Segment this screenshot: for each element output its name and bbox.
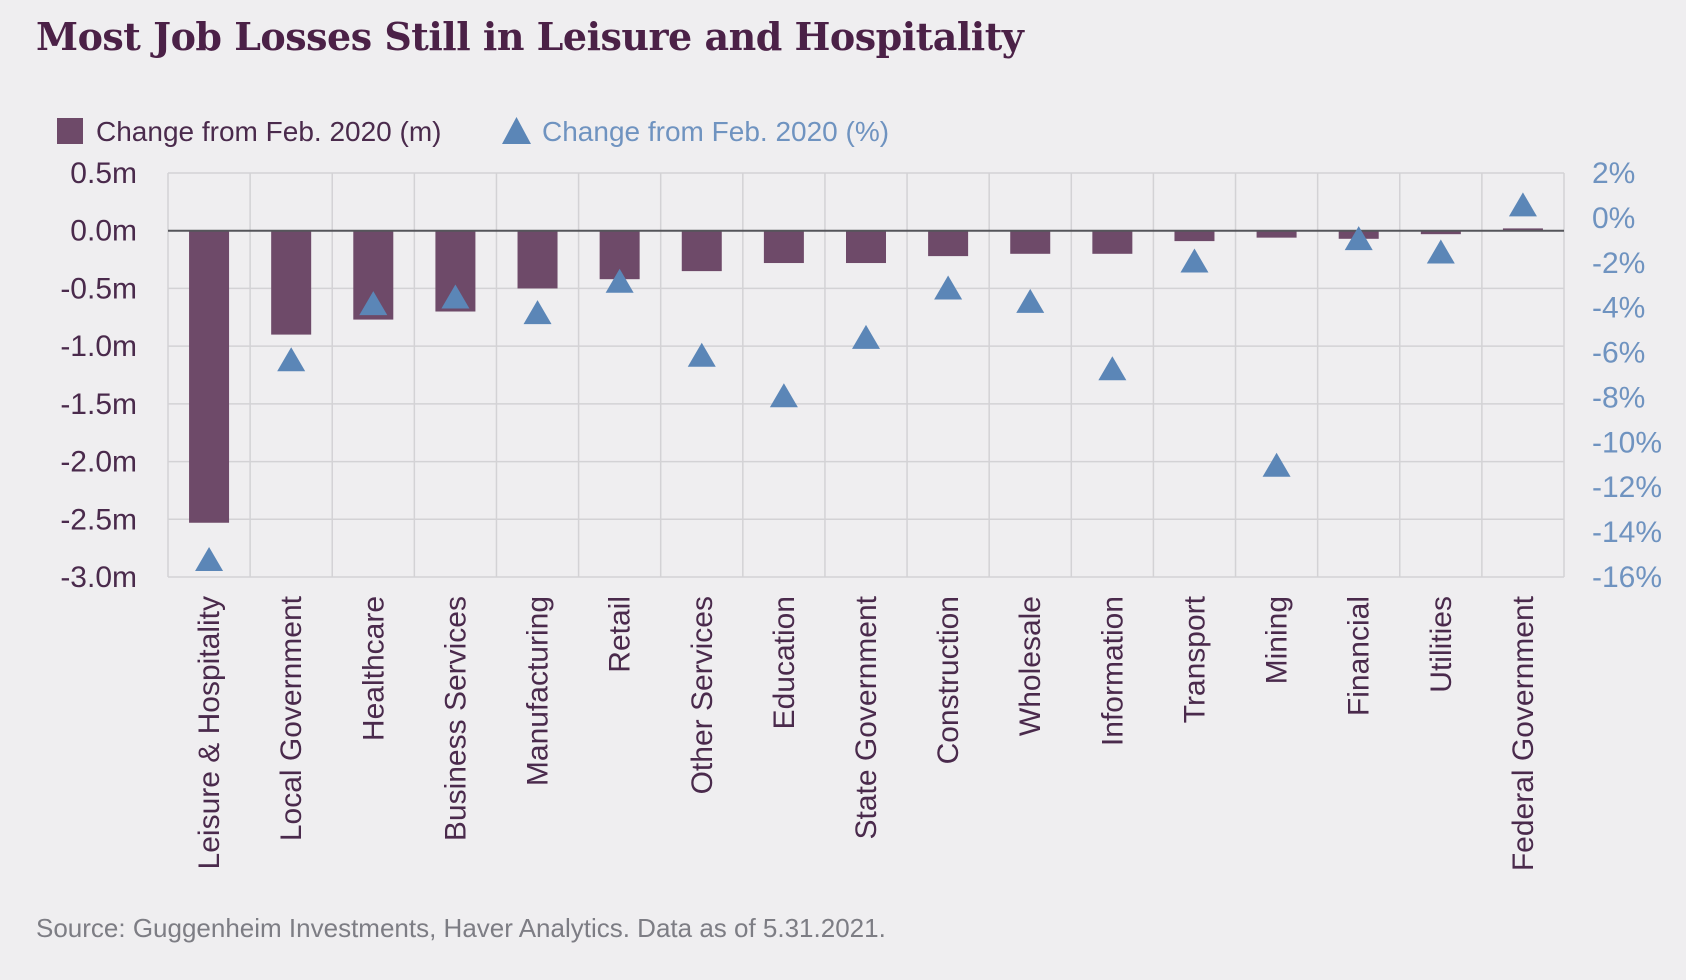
y-right-tick-label: 0%: [1592, 202, 1635, 235]
category-label: Construction: [932, 596, 965, 764]
bar: [763, 230, 804, 264]
pct-marker-triangle: [1180, 248, 1209, 273]
y-left-tick-label: 0.0m: [70, 215, 137, 248]
pct-marker-triangle: [605, 268, 634, 293]
bar: [928, 230, 969, 257]
y-right-tick-label: -2%: [1592, 247, 1645, 280]
y-left-tick-label: 0.5m: [70, 157, 137, 190]
y-left-tick-label: -3.0m: [60, 561, 137, 594]
legend-bar-swatch: [57, 118, 83, 144]
pct-marker-triangle: [687, 342, 716, 367]
chart: Change from Feb. 2020 (m) Change from Fe…: [57, 116, 1662, 871]
pct-marker-triangle: [934, 275, 963, 300]
pct-marker-triangle: [1098, 356, 1127, 381]
y-left-tick-label: -1.0m: [60, 330, 137, 363]
y-right-tick-label: -12%: [1592, 471, 1662, 504]
bar: [271, 230, 312, 335]
category-label: Healthcare: [357, 596, 390, 741]
chart-title: Most Job Losses Still in Leisure and Hos…: [36, 14, 1024, 59]
bar: [1092, 230, 1133, 254]
y-right-tick-label: -10%: [1592, 426, 1662, 459]
y-right-tick-label: -4%: [1592, 292, 1645, 325]
pct-marker-triangle: [769, 383, 798, 408]
category-label: Education: [768, 596, 801, 729]
bar: [681, 230, 722, 272]
plot-area: 0.5m 0.0m -0.5m -1.0m -1.5m -2.0m -2.5m -3.0m 2%…: [60, 157, 1662, 871]
bar: [517, 230, 558, 289]
y-right-tick-label: -6%: [1592, 337, 1645, 370]
pct-marker-triangle: [441, 284, 470, 309]
y-left-tick-label: -2.5m: [60, 503, 137, 536]
source-note: Source: Guggenheim Investments, Haver An…: [36, 913, 886, 943]
y-left-tick-label: -2.0m: [60, 446, 137, 479]
category-label: Other Services: [686, 596, 719, 794]
category-label: Leisure & Hospitality: [193, 596, 226, 869]
y-right-tick-label: -14%: [1592, 516, 1662, 549]
category-label: Utilities: [1425, 596, 1458, 693]
pct-marker-triangle: [1508, 192, 1537, 217]
bar: [846, 230, 886, 264]
y-right-tick-label: 2%: [1592, 157, 1635, 190]
y-left-tick-label: -1.5m: [60, 388, 137, 421]
y-right-tick-label: -16%: [1592, 561, 1662, 594]
y-right-tick-label: -8%: [1592, 381, 1645, 414]
legend-label-pct: Change from Feb. 2020 (%): [542, 116, 889, 147]
pct-marker-triangle: [1344, 226, 1373, 251]
pct-marker-triangle: [523, 300, 552, 325]
legend: Change from Feb. 2020 (m) Change from Fe…: [57, 116, 889, 147]
category-label: Transport: [1178, 595, 1211, 723]
bar: [1010, 230, 1051, 254]
y-left-tick-label: -0.5m: [60, 272, 137, 305]
category-label: Federal Government: [1507, 595, 1540, 871]
bar: [1174, 230, 1215, 242]
category-label: Business Services: [439, 596, 472, 841]
category-label: Mining: [1261, 596, 1294, 684]
pct-marker-triangle: [277, 347, 306, 372]
bar: [1256, 230, 1297, 238]
pct-marker-triangle: [359, 291, 388, 316]
category-label: Retail: [604, 596, 637, 673]
legend-label-m: Change from Feb. 2020 (m): [96, 116, 442, 147]
bar: [189, 230, 230, 523]
pct-marker-triangle: [195, 547, 224, 572]
category-label: Wholesale: [1014, 596, 1047, 736]
category-label: Manufacturing: [522, 596, 555, 786]
category-label: Information: [1096, 596, 1129, 746]
bar: [1502, 228, 1543, 231]
category-label: Local Government: [275, 595, 308, 841]
bar: [1420, 230, 1461, 235]
legend-triangle-icon: [502, 117, 531, 144]
pct-marker-triangle: [1426, 239, 1455, 264]
category-label: Financial: [1343, 596, 1376, 716]
pct-marker-triangle: [1016, 288, 1045, 313]
category-label: State Government: [850, 595, 883, 839]
pct-marker-triangle: [1262, 452, 1291, 477]
pct-marker-triangle: [852, 324, 880, 349]
